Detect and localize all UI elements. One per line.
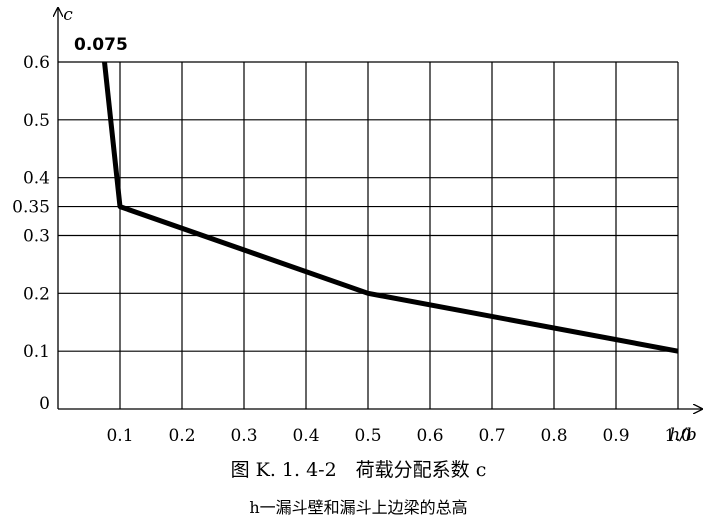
grid-lines [58,61,679,409]
x-tick-label: 0.7 [478,426,505,446]
x-tick-label: 0.1 [106,426,133,446]
x-tick-label: 0.9 [602,426,629,446]
chart-title: 图 K. 1. 4-2 荷载分配系数 c [230,459,487,481]
x-axis-label: h/b [669,425,697,445]
x-tick-label: 0.8 [540,426,567,446]
axes [58,8,702,409]
y-axis-label: c [63,5,73,25]
series-layer [102,61,679,354]
y-tick-label: 0.35 [12,198,50,218]
x-tick-label: 0.5 [354,426,381,446]
y-tick-label: 0.6 [23,53,50,73]
y-tick-label: 0.3 [23,227,50,247]
tick-labels: 0.1 0.2 0.3 0.4 0.5 0.6 0.7 0.8 0.9 1.0 0.6 0.5 0.4 0… [12,53,691,446]
x-tick-label: 1.0 [664,426,691,446]
x-tick-label: 0.3 [230,426,257,446]
chart-subtitle: h一漏斗壁和漏斗上边梁的总高 [249,498,468,517]
y-tick-label: 0.4 [23,169,50,189]
x-tick-label: 0.4 [292,426,319,446]
x-tick-label: 0.6 [416,426,443,446]
y-tick-label: 0.2 [23,284,50,304]
series-line-0 [102,61,679,354]
y-tick-label: 0.1 [23,342,50,362]
y-tick-label: 0 [39,394,50,414]
annotation-label: 0.075 [74,35,128,55]
x-tick-label: 0.2 [168,426,195,446]
y-tick-label: 0.5 [23,111,50,131]
